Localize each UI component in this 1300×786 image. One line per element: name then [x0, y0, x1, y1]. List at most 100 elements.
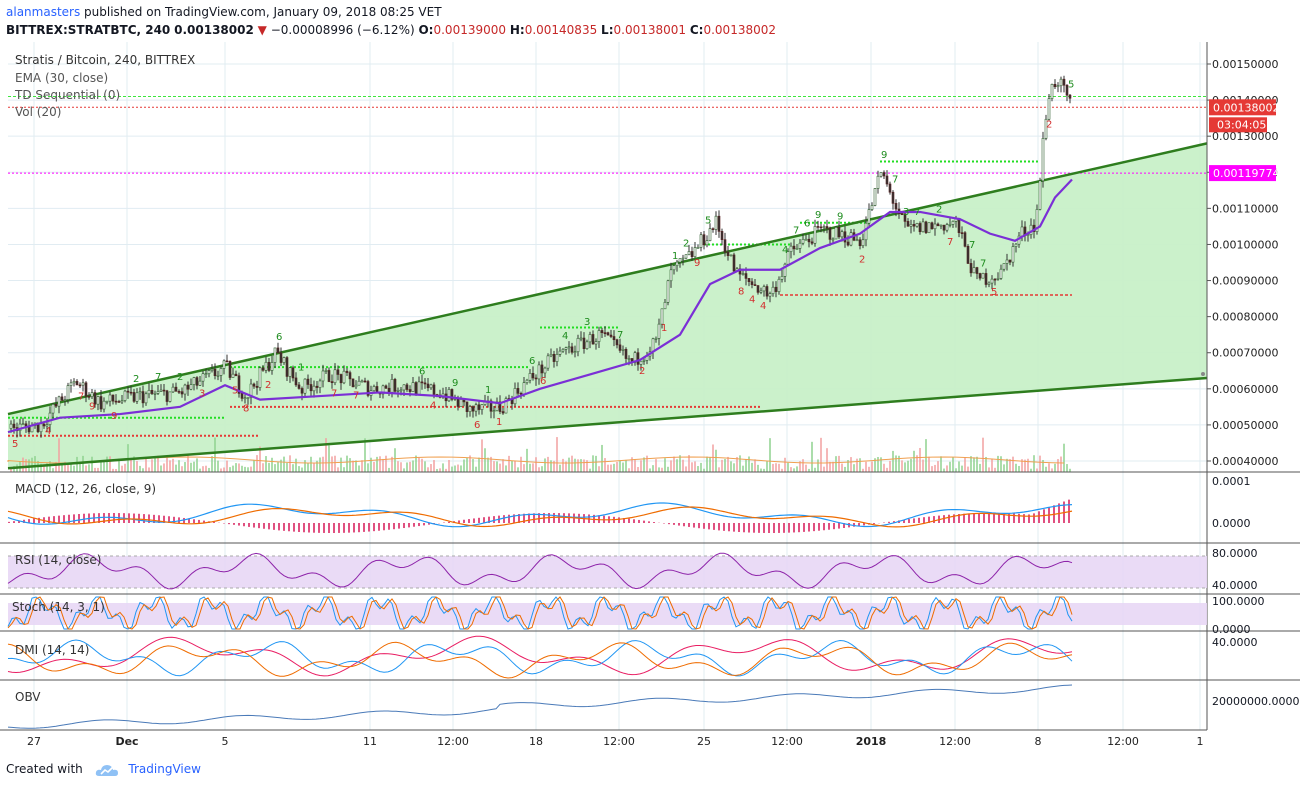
volume-bar [1033, 455, 1035, 472]
candle-body [315, 385, 319, 388]
candle-body [894, 203, 898, 210]
volume-bar [385, 455, 387, 472]
volume-bar [436, 468, 438, 472]
macd-hist-bar [213, 522, 215, 523]
tradingview-link[interactable]: TradingView [128, 762, 201, 776]
volume-bar [652, 465, 654, 472]
macd-hist-bar [293, 523, 295, 532]
candle-body [258, 367, 262, 388]
candle-body [891, 191, 895, 204]
volume-bar [901, 460, 903, 472]
candle-body [981, 273, 985, 279]
volume-bar [730, 461, 732, 472]
candle-body [537, 364, 541, 380]
volume-bar [316, 460, 318, 472]
candle-body [666, 280, 670, 303]
candle-body [126, 390, 130, 393]
macd-hist-bar [1023, 514, 1025, 523]
volume-bar [91, 456, 93, 472]
volume-bar [1006, 458, 1008, 472]
candle-body [63, 399, 67, 401]
volume-bar [619, 460, 621, 472]
candle-body [867, 209, 871, 224]
candle-body [306, 378, 310, 385]
candle-body [567, 346, 571, 349]
macd-hist-bar [693, 523, 695, 528]
volume-bar [124, 463, 126, 472]
macd-hist-bar [723, 523, 725, 531]
td-count-label: 9 [89, 401, 95, 412]
volume-bar [277, 462, 279, 472]
rsi-tick-label: 40.0000 [1212, 579, 1258, 592]
macd-hist-bar [348, 523, 350, 533]
volume-bar [283, 456, 285, 472]
candle-body [147, 390, 151, 395]
volume-bar [955, 468, 957, 472]
candle-body [558, 350, 562, 355]
candle-body [918, 223, 922, 233]
volume-bar [541, 466, 543, 472]
volume-bar [247, 467, 249, 472]
volume-bar [553, 460, 555, 472]
macd-hist-bar [753, 523, 755, 533]
macd-hist-bar [678, 523, 680, 526]
volume-bar [94, 467, 96, 472]
volume-bar [1060, 456, 1062, 472]
td-count-label: 1 [485, 385, 491, 396]
macd-hist-bar [913, 518, 915, 523]
symbol-name: BITTREX:STRATBTC, 240 [6, 23, 171, 37]
candle-body [456, 397, 460, 407]
td-count-label: 2 [1046, 120, 1052, 131]
price-axis: 0.001500000.001400000.001300000.00120000… [1206, 42, 1279, 730]
candle-body [1005, 259, 1009, 264]
macd-hist-bar [233, 523, 235, 525]
volume-bar [70, 464, 72, 472]
macd-hist-bar [1043, 509, 1045, 523]
volume-bar [556, 437, 558, 472]
volume-bar [397, 461, 399, 472]
candle-body [864, 222, 868, 241]
td-count-label: 4 [782, 245, 788, 256]
candle-body [1011, 246, 1015, 263]
volume-bar [682, 459, 684, 472]
macd-hist-bar [933, 516, 935, 523]
volume-bar [412, 460, 414, 472]
low-label: L: [601, 23, 614, 37]
magenta-level-label: 0.00119774 [1213, 167, 1279, 180]
volume-bar [862, 468, 864, 472]
macd-hist-bar [798, 523, 800, 533]
volume-bar [220, 468, 222, 472]
candle-body [669, 269, 673, 282]
volume-bar [148, 467, 150, 472]
macd-hist-bar [1008, 513, 1010, 523]
macd-hist-bar [38, 517, 40, 523]
author-link[interactable]: alanmasters [6, 5, 81, 19]
volume-bar [529, 463, 531, 472]
candle-body [234, 373, 238, 377]
td-count-label: 5 [991, 287, 997, 298]
candle-body [843, 231, 847, 243]
volume-bar [379, 456, 381, 472]
td-count-label: 7 [78, 391, 84, 402]
volume-bar [1003, 464, 1005, 472]
macd-hist-bar [458, 520, 460, 523]
candle-body [69, 382, 73, 386]
candle-body [291, 367, 295, 379]
candle-body [579, 337, 583, 340]
candle-body [618, 344, 622, 351]
volume-bar [322, 456, 324, 472]
time-tick-label: 12:00 [603, 735, 635, 748]
candle-body [375, 386, 379, 393]
volume-bar [196, 458, 198, 472]
candle-body [405, 384, 409, 390]
volume-bar [655, 459, 657, 472]
volume-bar [628, 468, 630, 472]
price-legend: Stratis / Bitcoin, 240, BITTREX EMA (30, … [14, 53, 195, 119]
candle-body [768, 293, 772, 297]
candle-body [651, 338, 655, 353]
candle-body [789, 245, 793, 252]
candle-body [717, 215, 721, 232]
volume-bar [916, 455, 918, 472]
macd-hist-bar [903, 519, 905, 523]
